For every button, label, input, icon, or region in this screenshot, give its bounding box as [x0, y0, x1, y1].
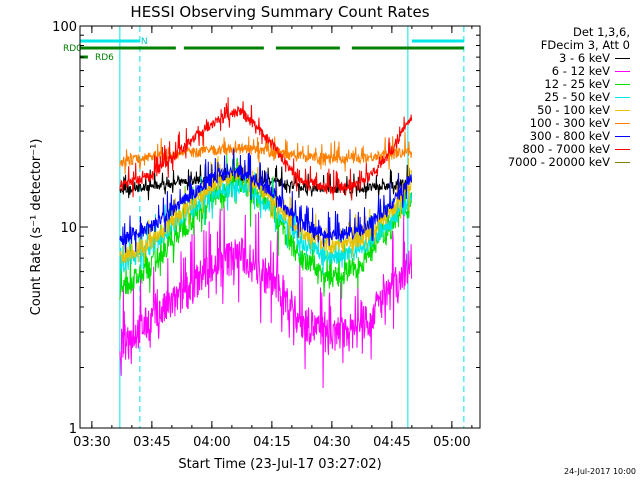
legend-item-label: 7000 - 20000 keV	[507, 155, 610, 169]
series-trace-4	[119, 155, 413, 264]
legend-item-label: 800 - 7000 keV	[522, 142, 610, 156]
legend-item-label: 6 - 12 keV	[551, 64, 610, 78]
y-tick-label: 1	[69, 422, 77, 437]
legend-item-swatch	[615, 161, 630, 164]
legend-item-swatch	[615, 70, 630, 73]
series-layer	[119, 97, 413, 389]
legend-item-swatch	[615, 135, 630, 138]
legend-rows: 3 - 6 keV 6 - 12 keV 12 - 25 keV 25 - 50 ke…	[478, 52, 630, 169]
legend-header-detectors: Det 1,3,6,	[572, 25, 630, 39]
legend-item-swatch	[615, 96, 630, 99]
y-tick-label: 100	[52, 20, 77, 35]
legend-item: 3 - 6 keV	[478, 52, 630, 65]
x-tick-label: 04:30	[313, 435, 350, 450]
y-tick-label: 10	[60, 221, 77, 236]
legend-item: 12 - 25 keV	[478, 78, 630, 91]
rd0-label: RD0	[63, 44, 82, 54]
x-tick-label: 03:30	[73, 435, 110, 450]
n-label: N	[141, 37, 148, 47]
legend-item: 6 - 12 keV	[478, 65, 630, 78]
legend-item-label: 300 - 800 keV	[529, 129, 610, 143]
x-tick-label: 04:00	[193, 435, 230, 450]
legend-item: 7000 - 20000 keV	[478, 156, 630, 169]
legend-item-label: 12 - 25 keV	[544, 77, 610, 91]
legend-item-label: 50 - 100 keV	[537, 103, 610, 117]
x-tick-label: 04:45	[373, 435, 410, 450]
axes-layer: 03:30 03:45 04:00 04:15 04:30 04:45 05:00 1 10 10…	[52, 20, 480, 450]
x-axis-label: Start Time (23-Jul-17 03:27:02)	[178, 457, 381, 472]
legend-item-swatch	[615, 57, 630, 60]
series-trace-6	[119, 148, 413, 253]
legend-item-label: 3 - 6 keV	[559, 51, 610, 65]
legend-item-label: 100 - 300 keV	[529, 116, 610, 130]
legend-item: 800 - 7000 keV	[478, 143, 630, 156]
legend-item-swatch	[615, 122, 630, 125]
timestamp-label: 24-Jul-2017 10:00	[564, 467, 636, 476]
x-tick-label: 05:00	[433, 435, 470, 450]
x-tick-label: 04:15	[253, 435, 290, 450]
legend: Det 1,3,6, FDecim 3, Att 0 3 - 6 keV 6 - …	[478, 26, 630, 169]
rd6-label: RD6	[95, 53, 114, 63]
legend-item-swatch	[615, 109, 630, 112]
x-tick-label: 03:45	[133, 435, 170, 450]
legend-header-fdecim: FDecim 3, Att 0	[540, 38, 630, 52]
legend-item: 100 - 300 keV	[478, 117, 630, 130]
chart-title: HESSI Observing Summary Count Rates	[130, 3, 429, 21]
legend-item-label: 25 - 50 keV	[544, 90, 610, 104]
legend-item-swatch	[615, 83, 630, 86]
legend-item: 25 - 50 keV	[478, 91, 630, 104]
series-trace-5	[119, 131, 413, 175]
y-axis-label: Count Rate (s⁻¹ detector⁻¹)	[29, 139, 44, 316]
legend-item-swatch	[615, 148, 630, 151]
legend-item: 300 - 800 keV	[478, 130, 630, 143]
legend-item: 50 - 100 keV	[478, 104, 630, 117]
series-trace-1	[119, 205, 413, 389]
series-trace-7	[119, 97, 413, 201]
